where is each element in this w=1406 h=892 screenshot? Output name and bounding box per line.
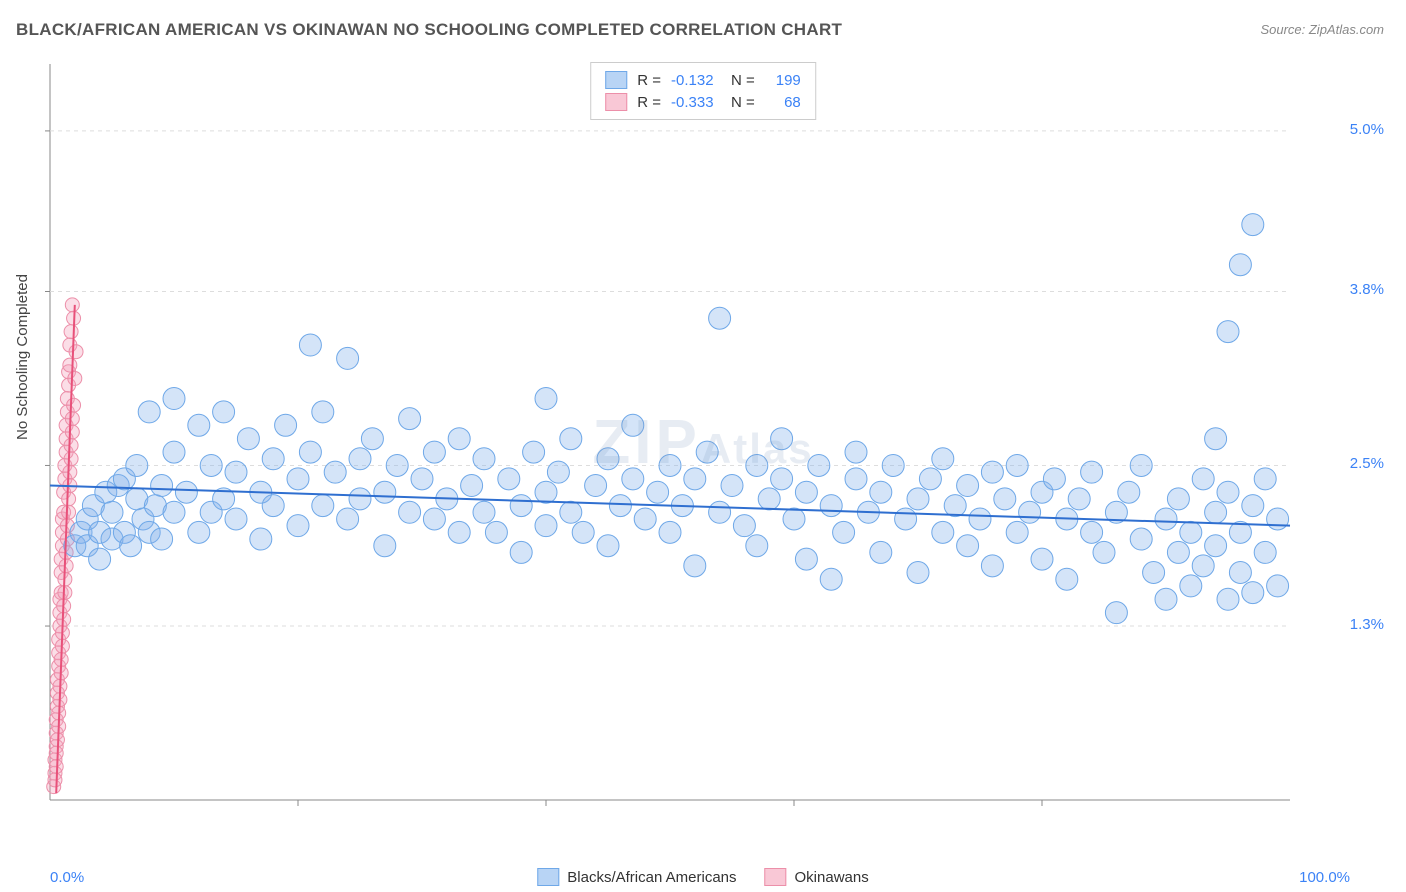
legend-swatch (765, 868, 787, 886)
y-tick-label: 2.5% (1350, 455, 1384, 472)
series-legend-label: Okinawans (795, 869, 869, 886)
r-label: R = (637, 72, 661, 89)
n-value: 199 (765, 72, 801, 89)
scatter-chart (0, 0, 1406, 892)
n-value: 68 (765, 94, 801, 111)
r-value: -0.132 (671, 72, 721, 89)
series-legend-item: Blacks/African Americans (537, 868, 736, 886)
series-legend: Blacks/African Americans Okinawans (537, 868, 868, 886)
stats-legend-row: R = -0.333 N = 68 (605, 91, 801, 113)
y-tick-label: 5.0% (1350, 121, 1384, 138)
x-axis-min-label: 0.0% (50, 869, 84, 886)
y-tick-label: 1.3% (1350, 616, 1384, 633)
stats-legend: R = -0.132 N = 199 R = -0.333 N = 68 (590, 62, 816, 120)
series-legend-item: Okinawans (765, 868, 869, 886)
r-label: R = (637, 94, 661, 111)
stats-legend-row: R = -0.132 N = 199 (605, 69, 801, 91)
y-tick-label: 3.8% (1350, 281, 1384, 298)
series-legend-label: Blacks/African Americans (567, 869, 736, 886)
n-label: N = (731, 94, 755, 111)
legend-swatch (537, 868, 559, 886)
r-value: -0.333 (671, 94, 721, 111)
n-label: N = (731, 72, 755, 89)
x-axis-max-label: 100.0% (1299, 869, 1350, 886)
legend-swatch (605, 93, 627, 111)
legend-swatch (605, 71, 627, 89)
